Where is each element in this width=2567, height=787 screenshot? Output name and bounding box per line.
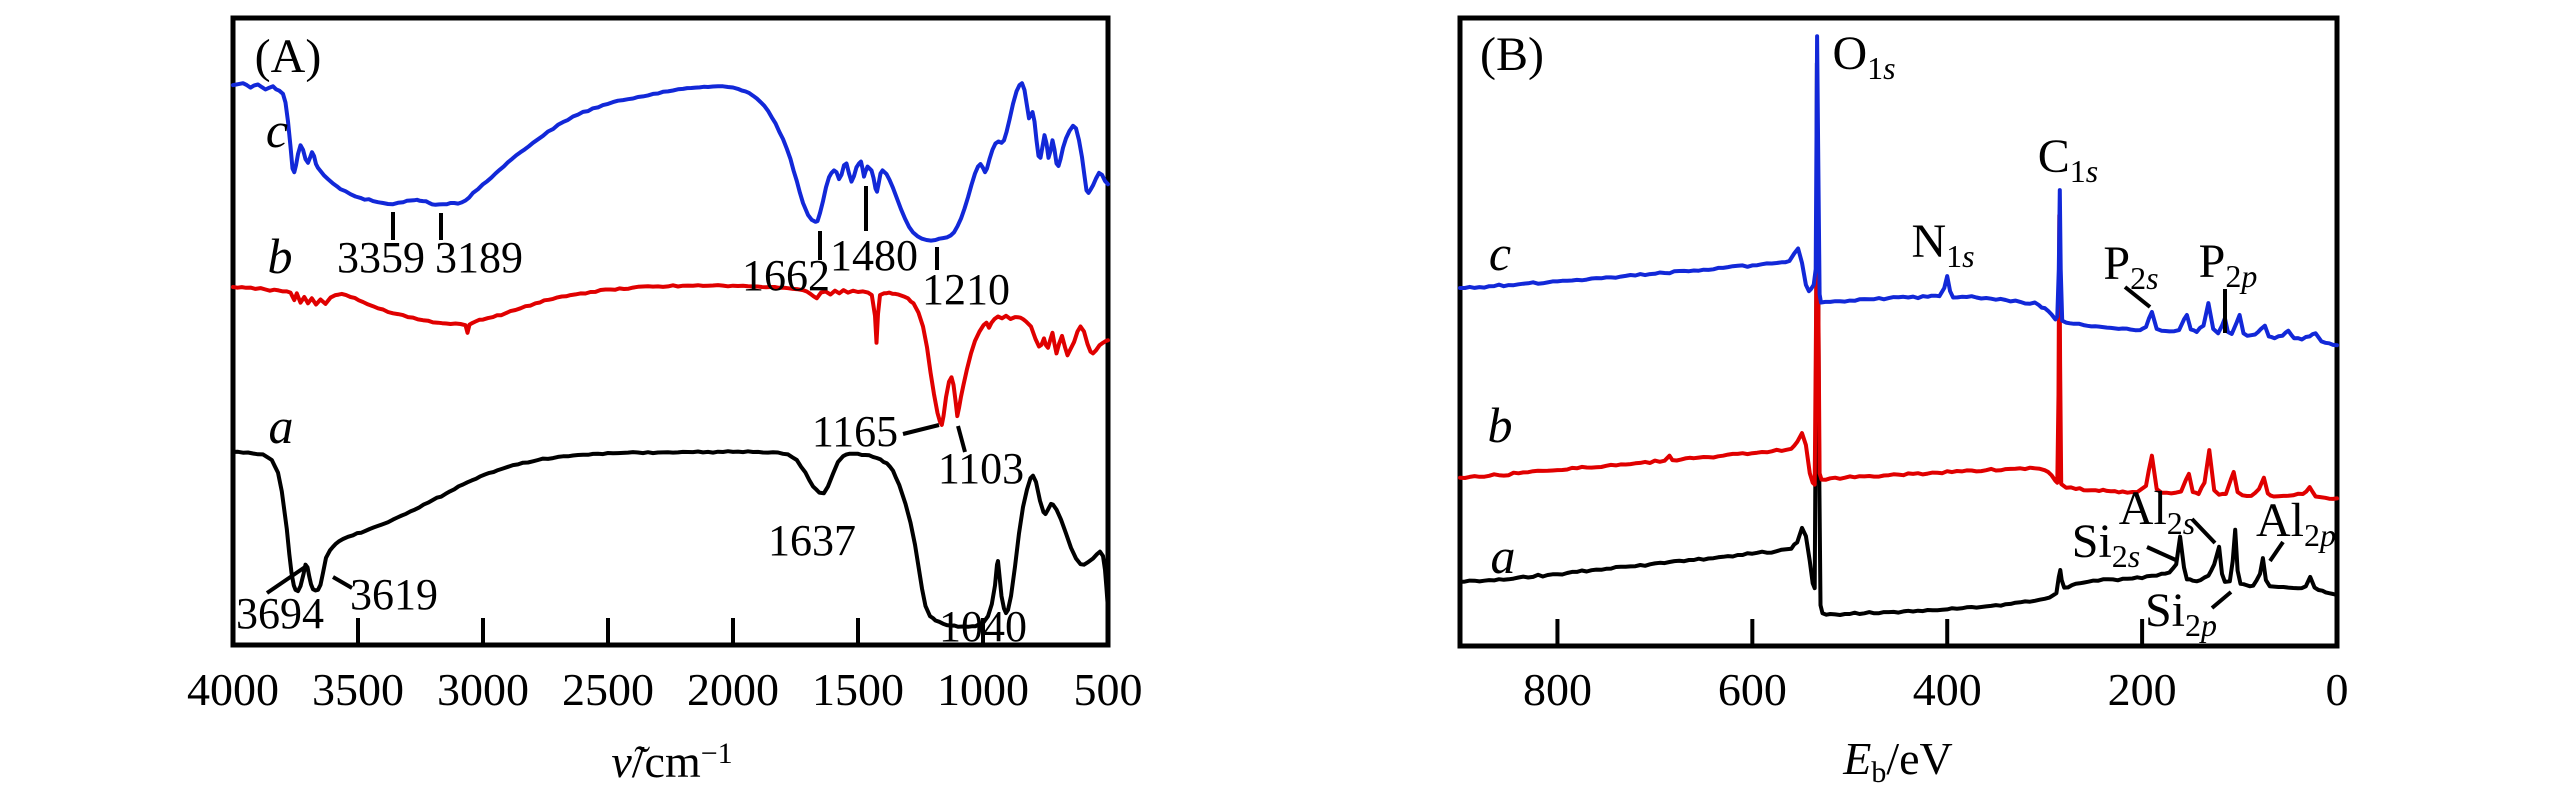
peak-leader: [2190, 517, 2217, 545]
spectrum-curve-b: [1458, 139, 2339, 501]
peak-label-Si2s: Si2s: [2071, 515, 2141, 574]
x-tick-label: 2000: [687, 664, 779, 715]
curve-label-a: a: [1490, 528, 1516, 584]
peak-leader: [2268, 540, 2285, 563]
x-tick-label: 1500: [812, 664, 904, 715]
panel-letter: (B): [1480, 28, 1544, 81]
x-axis-title: ν̃/cm−1: [611, 736, 733, 787]
curve-label-c: c: [1488, 225, 1512, 281]
annotation-leader: [956, 425, 967, 453]
peak-annotation-1480: 1480: [830, 231, 918, 280]
peak-annotation-1662: 1662: [742, 251, 830, 300]
panel-b-box: [1457, 15, 2340, 649]
peak-label-O1s: O1s: [1832, 27, 1896, 86]
panel-a-box: [230, 15, 1111, 648]
x-tick-label: 3500: [312, 664, 404, 715]
spectrum-curve-c: [231, 81, 1110, 243]
peak-annotation-1637: 1637: [768, 516, 856, 565]
peak-annotation-3189: 3189: [435, 233, 523, 282]
spectrum-curve-a: [231, 449, 1110, 629]
peak-label-Al2s: Al2s: [2118, 482, 2196, 541]
curve-label-a: a: [268, 398, 294, 454]
peak-label-N1s: N1s: [1911, 215, 1975, 274]
x-tick-label: 200: [2107, 664, 2177, 715]
x-tick-label: 800: [1522, 664, 1592, 715]
peak-label-P2s: P2s: [2103, 237, 2159, 296]
x-tick-label: 4000: [187, 664, 279, 715]
peak-label-P2p: P2p: [2198, 235, 2258, 294]
panel-letter: (A): [254, 30, 322, 83]
peak-annotation-3694: 3694: [236, 589, 324, 638]
peak-annotation-1165: 1165: [811, 407, 899, 456]
x-axis-title: Eb/eV: [1843, 733, 1953, 787]
x-tick-label: 0: [2325, 664, 2349, 715]
peak-annotation-1103: 1103: [937, 444, 1025, 493]
peak-annotation-3359: 3359: [337, 233, 425, 282]
peak-leader: [2123, 285, 2152, 309]
annotation-leader: [902, 423, 940, 436]
peak-annotation-1040: 1040: [939, 602, 1027, 651]
spectrum-curve-c: [1458, 34, 2339, 348]
curve-label-c: c: [265, 102, 289, 158]
peak-leader: [2210, 590, 2233, 610]
peak-leader: [2146, 545, 2179, 563]
spectrum-curve-a: [1458, 61, 2339, 617]
curve-label-b: b: [267, 228, 293, 284]
x-tick-label: 1000: [937, 664, 1029, 715]
curve-label-b: b: [1487, 397, 1513, 453]
peak-annotation-3619: 3619: [350, 570, 438, 619]
peak-label-C1s: C1s: [2037, 130, 2099, 189]
annotation-leader: [265, 563, 310, 595]
x-tick-label: 2500: [562, 664, 654, 715]
peak-label-Al2p: Al2p: [2256, 494, 2336, 553]
spectrum-curve-b: [231, 283, 1110, 427]
x-tick-label: 500: [1073, 664, 1143, 715]
x-tick-label: 3000: [437, 664, 529, 715]
peak-label-Si2p: Si2p: [2144, 584, 2218, 643]
x-tick-label: 400: [1912, 664, 1982, 715]
annotation-leader: [331, 575, 354, 590]
peak-annotation-1210: 1210: [922, 265, 1010, 314]
x-tick-label: 600: [1717, 664, 1787, 715]
